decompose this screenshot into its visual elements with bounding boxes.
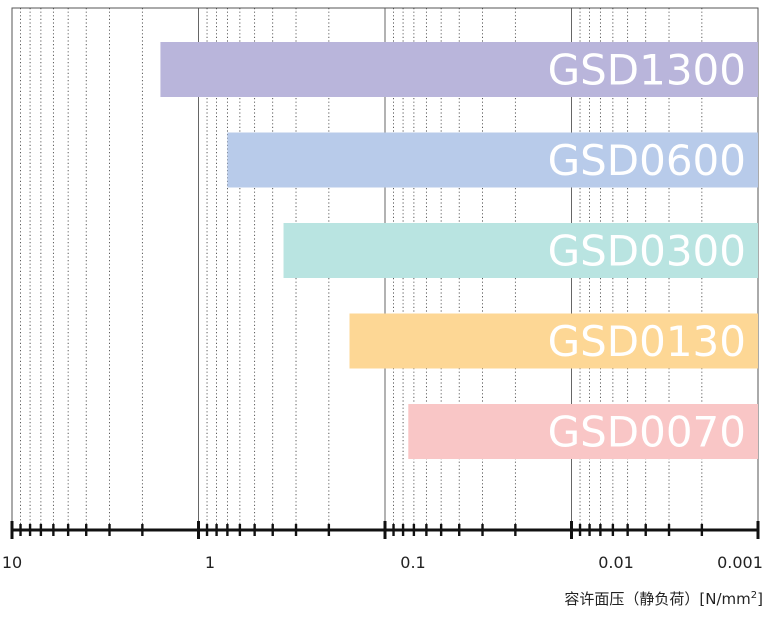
x-axis-title-end: ] [757,590,763,608]
tick-label-0.01: 0.01 [598,553,634,572]
tick-label-1: 1 [204,553,216,572]
bar-label-GSD0300: GSD0300 [548,227,746,276]
bar-GSD0130 [349,313,758,369]
x-axis-title-superscript: 2 [750,590,758,601]
bar-label-GSD0070: GSD0070 [548,408,746,457]
x-axis-title: 容许面压（静负荷）[N/mm2] [564,588,763,609]
bar-label-GSD0600: GSD0600 [548,136,746,185]
tick-label-0.001: 0.001 [717,553,763,572]
bar-label-GSD1300: GSD1300 [548,46,746,95]
bar-GSD1300 [160,42,758,97]
bar-GSD0300 [283,223,758,278]
tick-label-0.1: 0.1 [400,553,426,572]
bar-GSD0600 [227,132,758,188]
bar-label-GSD0130: GSD0130 [548,317,746,366]
x-axis-title-main: 容许面压（静负荷）[N/mm [564,590,751,608]
tick-label-10: 10 [1,553,23,572]
bar-GSD0070 [408,404,758,459]
